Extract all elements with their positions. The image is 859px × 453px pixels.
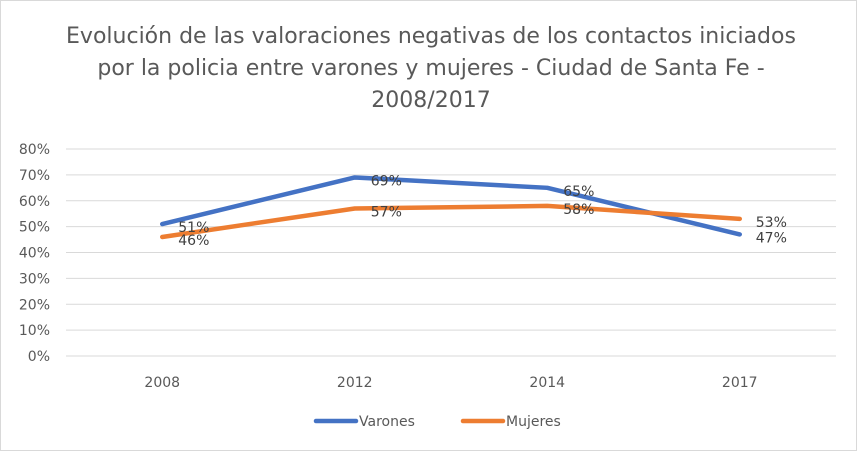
chart-title: Evolución de las valoraciones negativas …: [66, 24, 796, 113]
data-label: 58%: [563, 202, 594, 218]
data-label: 51%: [178, 220, 209, 236]
y-tick-label: 70%: [19, 168, 50, 184]
y-tick-label: 60%: [19, 194, 50, 210]
data-label: 57%: [371, 205, 402, 221]
x-tick-label: 2017: [722, 375, 758, 391]
data-label: 69%: [371, 173, 402, 189]
y-tick-label: 50%: [19, 220, 50, 236]
data-label: 46%: [178, 233, 209, 249]
legend-label: Mujeres: [506, 414, 561, 430]
y-tick-label: 10%: [19, 323, 50, 339]
y-tick-label: 30%: [19, 271, 50, 287]
x-tick-label: 2008: [144, 375, 180, 391]
y-tick-label: 20%: [19, 297, 50, 313]
series-line-mujeres: [160, 203, 742, 240]
data-label: 53%: [756, 215, 787, 231]
y-tick-label: 80%: [19, 142, 50, 158]
data-label: 47%: [756, 230, 787, 246]
data-label: 65%: [563, 184, 594, 200]
x-tick-label: 2014: [529, 375, 565, 391]
x-tick-label: 2012: [337, 375, 373, 391]
y-tick-label: 40%: [19, 246, 50, 262]
legend-label: Varones: [359, 414, 415, 430]
y-tick-label: 0%: [28, 349, 50, 365]
